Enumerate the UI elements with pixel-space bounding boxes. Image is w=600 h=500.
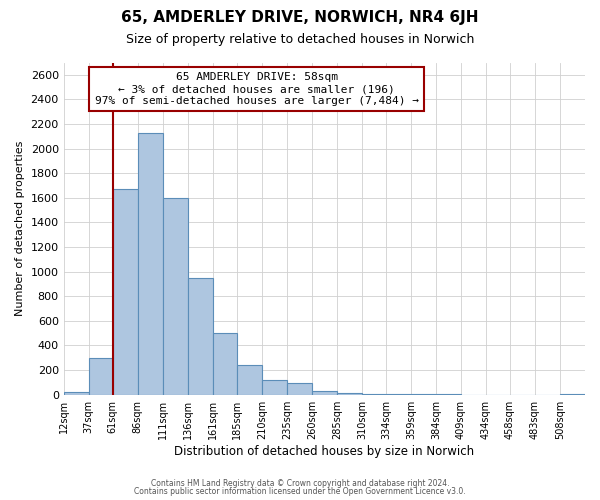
- Text: 65 AMDERLEY DRIVE: 58sqm
← 3% of detached houses are smaller (196)
97% of semi-d: 65 AMDERLEY DRIVE: 58sqm ← 3% of detache…: [95, 72, 419, 106]
- X-axis label: Distribution of detached houses by size in Norwich: Distribution of detached houses by size …: [174, 444, 475, 458]
- Bar: [237, 364, 262, 394]
- Bar: [287, 383, 312, 394]
- Bar: [113, 189, 138, 394]
- Y-axis label: Number of detached properties: Number of detached properties: [15, 141, 25, 316]
- Bar: [337, 393, 362, 394]
- Bar: [312, 391, 337, 394]
- Text: Contains HM Land Registry data © Crown copyright and database right 2024.: Contains HM Land Registry data © Crown c…: [151, 478, 449, 488]
- Text: Contains public sector information licensed under the Open Government Licence v3: Contains public sector information licen…: [134, 487, 466, 496]
- Bar: [262, 380, 287, 394]
- Bar: [188, 278, 213, 394]
- Text: Size of property relative to detached houses in Norwich: Size of property relative to detached ho…: [126, 32, 474, 46]
- Bar: [163, 198, 188, 394]
- Bar: [213, 332, 237, 394]
- Text: 65, AMDERLEY DRIVE, NORWICH, NR4 6JH: 65, AMDERLEY DRIVE, NORWICH, NR4 6JH: [121, 10, 479, 25]
- Bar: [64, 392, 89, 394]
- Bar: [89, 358, 113, 395]
- Bar: [138, 132, 163, 394]
